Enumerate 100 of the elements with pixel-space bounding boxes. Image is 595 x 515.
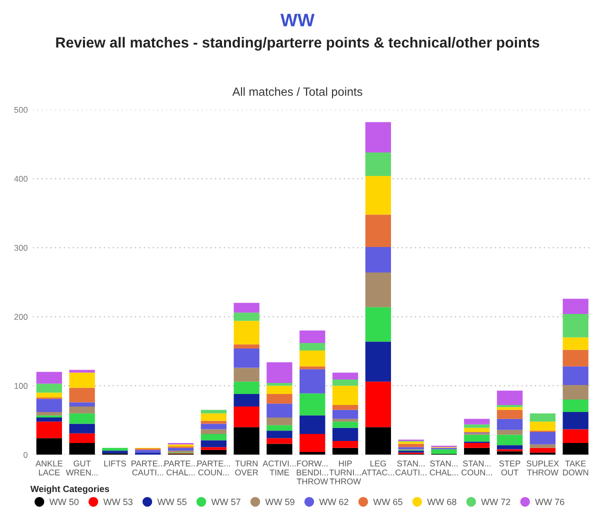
bar xyxy=(102,450,128,454)
x-tick-label: HIP TURNI... THROW xyxy=(329,460,361,484)
legend-label: WW 57 xyxy=(211,498,240,506)
bar xyxy=(464,428,490,432)
bar xyxy=(135,450,161,453)
bar xyxy=(36,422,62,438)
bar xyxy=(530,448,556,453)
bar xyxy=(496,430,523,435)
bar xyxy=(332,440,358,448)
x-tick-label: STAN... CAUTI... xyxy=(396,460,426,476)
legend-label: WW 59 xyxy=(265,498,294,506)
bar xyxy=(300,415,326,434)
x-tick-label: PARTE... CHAL... xyxy=(164,460,197,476)
bar xyxy=(300,350,326,366)
bar xyxy=(365,307,392,342)
bar xyxy=(36,412,62,416)
y-tick-label: 500 xyxy=(14,106,28,113)
bar xyxy=(562,314,588,338)
x-tick-label: PARTE... COUN... xyxy=(197,460,230,476)
bar xyxy=(69,372,95,388)
x-tick-label: ACTIVI... TIME xyxy=(262,460,296,476)
bar xyxy=(365,272,392,308)
bar xyxy=(69,388,95,402)
bar xyxy=(530,413,556,422)
bar xyxy=(69,443,95,455)
bar xyxy=(300,434,326,452)
x-tick-label: LIFTS xyxy=(104,460,126,466)
bar xyxy=(464,434,490,442)
bar xyxy=(365,247,392,273)
bar xyxy=(234,382,260,394)
legend-label: WW 53 xyxy=(103,498,132,506)
bar xyxy=(200,434,227,440)
bar xyxy=(530,444,556,448)
bar xyxy=(562,400,588,412)
x-tick-label: PARTE... CAUTI... xyxy=(132,460,164,476)
legend-label: WW 65 xyxy=(373,498,402,506)
bar xyxy=(200,447,227,450)
legend-label: WW 68 xyxy=(427,498,456,506)
bar xyxy=(300,452,326,455)
bar xyxy=(496,445,523,450)
chart-title: Review all matches - standing/parterre points & technical/other points xyxy=(56,36,540,51)
bar xyxy=(530,422,556,431)
bar xyxy=(365,214,392,248)
bar xyxy=(332,428,358,441)
bar xyxy=(562,429,588,444)
bar xyxy=(496,418,523,430)
bar xyxy=(562,350,588,366)
bar xyxy=(200,424,227,430)
bar xyxy=(398,444,424,448)
bar xyxy=(102,448,128,451)
x-tick-label: STEP OUT xyxy=(499,460,520,476)
y-tick-label: 300 xyxy=(14,244,28,251)
bar xyxy=(36,398,62,412)
legend-label: WW 62 xyxy=(319,498,348,506)
bar xyxy=(431,449,457,454)
bar xyxy=(234,368,260,382)
legend-label: WW 50 xyxy=(49,498,79,506)
bar xyxy=(562,385,588,400)
bar xyxy=(36,392,62,398)
bar xyxy=(234,394,260,406)
bar xyxy=(496,390,523,406)
bar xyxy=(200,429,227,434)
bar xyxy=(36,417,62,422)
bar xyxy=(562,443,588,455)
bar xyxy=(36,384,62,393)
bar xyxy=(69,424,95,434)
x-tick-label: GUT WREN... xyxy=(66,460,98,476)
bar xyxy=(332,372,358,380)
bar xyxy=(496,410,523,419)
bar xyxy=(234,348,260,368)
bar xyxy=(530,432,556,444)
bar xyxy=(365,176,392,215)
bar xyxy=(234,302,260,313)
x-tick-label: ANKLE LACE xyxy=(36,460,62,476)
y-tick-label: 100 xyxy=(14,382,28,389)
x-tick-label: TURN OVER xyxy=(235,460,258,476)
bar xyxy=(234,406,260,428)
bar xyxy=(234,312,260,321)
bar xyxy=(200,420,227,424)
bar xyxy=(200,450,227,455)
bar xyxy=(234,344,260,348)
bar xyxy=(332,422,358,428)
bar xyxy=(365,122,392,152)
bar xyxy=(496,407,523,410)
x-tick-label: LEG ATTAC... xyxy=(362,460,394,476)
legend-title: Weight Categories xyxy=(30,485,110,494)
bar xyxy=(69,370,95,373)
bar xyxy=(200,413,227,421)
bar xyxy=(234,427,260,455)
bar xyxy=(266,404,292,418)
bar xyxy=(496,434,523,446)
bar xyxy=(266,386,292,394)
bar xyxy=(266,394,292,404)
bar xyxy=(69,413,95,424)
x-tick-label: FORW... BENDI... THROW xyxy=(296,460,328,484)
bar xyxy=(266,438,292,444)
bar xyxy=(332,380,358,386)
bar xyxy=(69,433,95,444)
bar xyxy=(300,366,326,370)
x-tick-label: STAN... COUN... xyxy=(462,460,492,476)
